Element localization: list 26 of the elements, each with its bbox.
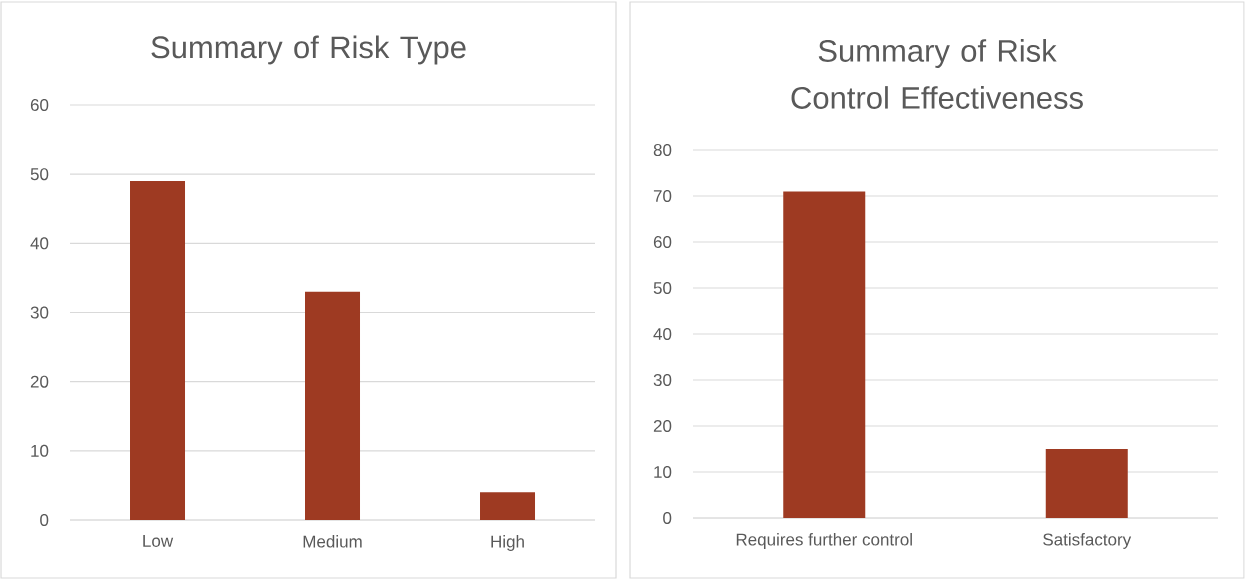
x-tick-label: Satisfactory: [1043, 533, 1132, 549]
y-tick-label: 60: [30, 99, 49, 112]
y-tick-label: 20: [653, 420, 672, 433]
y-tick-label: 0: [40, 514, 49, 527]
x-tick-label: Medium: [303, 535, 362, 548]
y-tick-label: 10: [654, 465, 672, 479]
x-tick-label: Requires further control: [736, 533, 912, 549]
bar: [480, 492, 536, 520]
y-tick-label: 50: [653, 282, 672, 295]
y-tick-label: 50: [30, 168, 49, 181]
bar: [130, 181, 186, 520]
chart-title: Summary of Risk Control Effectiveness: [791, 39, 1083, 109]
x-tick-label: Low: [143, 535, 174, 547]
y-tick-label: 10: [31, 444, 49, 457]
x-tick-label: High: [491, 535, 524, 551]
chart-title: Summary of Risk Type: [151, 35, 466, 65]
y-tick-label: 70: [653, 190, 672, 203]
y-tick-label: 80: [653, 144, 672, 157]
y-tick-label: 60: [653, 236, 672, 249]
y-tick-label: 30: [653, 374, 672, 387]
y-tick-label: 40: [653, 328, 672, 341]
y-tick-label: 20: [30, 375, 49, 388]
y-tick-label: 40: [30, 237, 49, 250]
y-tick-label: 30: [30, 306, 49, 319]
y-tick-label: 0: [663, 511, 672, 525]
bar: [305, 291, 361, 520]
